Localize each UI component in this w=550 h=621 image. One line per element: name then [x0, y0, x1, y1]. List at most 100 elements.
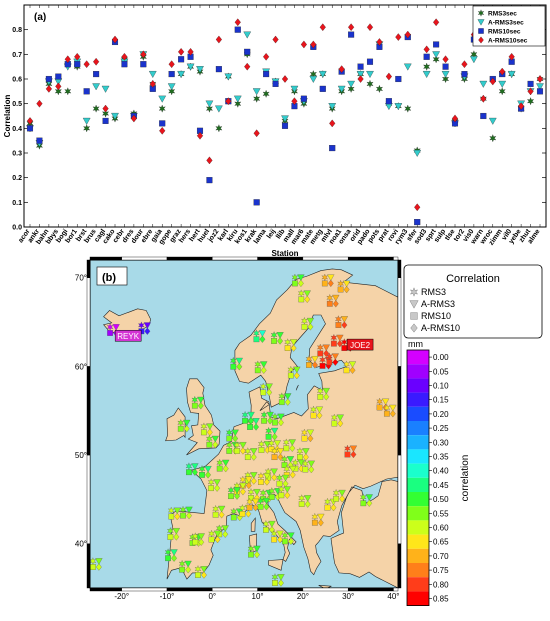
colorbar-tick-label: 0.65: [433, 538, 449, 547]
station-marker-square: [246, 504, 253, 511]
station-marker-square: [177, 425, 184, 432]
land-mass: [259, 401, 270, 411]
station-marker-square: [284, 345, 291, 351]
station-marker-square: [376, 404, 383, 411]
marker-square: [206, 177, 213, 184]
marker-diamond: [149, 80, 156, 88]
station-marker-triangle: [183, 419, 191, 427]
station-marker-diamond: [185, 566, 192, 574]
station-marker-diamond: [337, 419, 344, 428]
colorbar-cell: [407, 577, 429, 592]
station-marker-square: [341, 345, 348, 351]
marker-diamond: [291, 97, 298, 106]
station-marker-square: [278, 399, 285, 406]
station-marker-triangle: [389, 404, 397, 412]
colorbar-tick-label: 0.40: [433, 467, 449, 476]
border-segment: [397, 259, 402, 278]
marker-star: [527, 97, 535, 106]
lon-tick-label: -20°: [114, 592, 129, 601]
station-marker-triangle: [266, 411, 274, 419]
marker-square: [272, 80, 279, 87]
marker-star: [234, 99, 242, 108]
station-marker-triangle: [262, 497, 271, 505]
station-marker-square: [260, 389, 267, 396]
marker-triangle: [233, 95, 242, 103]
station-marker-triangle: [268, 520, 276, 528]
marker-diamond: [168, 60, 175, 69]
station-marker-diamond: [332, 358, 339, 366]
marker-star: [54, 87, 62, 96]
legend-b-label: RMS3: [421, 287, 446, 297]
station-marker-square: [179, 566, 185, 573]
station-marker-square: [272, 580, 278, 586]
marker-square: [300, 95, 307, 102]
marker-diamond: [36, 99, 43, 108]
station-marker-triangle: [283, 486, 291, 493]
station-marker-triangle: [112, 324, 120, 331]
station-marker-square: [258, 479, 264, 485]
station-marker-square: [263, 526, 269, 533]
marker-square: [281, 122, 289, 129]
station-marker-diamond: [214, 535, 221, 544]
station-marker-triangle: [184, 560, 192, 568]
marker-star: [205, 104, 213, 113]
station-marker-triangle: [172, 528, 180, 535]
marker-triangle: [243, 31, 252, 39]
station-marker-triangle: [217, 505, 226, 513]
marker-diamond: [187, 48, 194, 56]
station-marker-diamond: [248, 417, 254, 425]
colorbar-tick-label: 0.10: [433, 382, 449, 391]
station-marker-square: [331, 420, 338, 427]
y-axis-a: 0.0 0.1 0.2 0.3 0.4 0.5 0.6 0.7 0.8: [12, 27, 546, 232]
station-marker-diamond: [263, 503, 270, 511]
station-marker-diamond: [271, 473, 278, 482]
station-marker-diamond: [304, 500, 311, 508]
marker-star: [102, 109, 110, 118]
marker-star: [92, 104, 100, 113]
land-mass: [166, 268, 398, 588]
station-marker-triangle: [221, 525, 229, 532]
station-marker-diamond: [252, 504, 259, 512]
station-marker-diamond: [339, 495, 346, 503]
station-marker-triangle: [288, 439, 296, 446]
station-marker-triangle: [307, 460, 315, 468]
station-marker-diamond: [307, 434, 314, 443]
station-marker-triangle: [250, 448, 258, 455]
station-marker-triangle: [260, 361, 268, 368]
station-marker-square: [326, 359, 333, 366]
station-marker-diamond: [290, 344, 297, 352]
marker-diamond: [489, 77, 496, 86]
marker-triangle: [290, 85, 299, 93]
colorbar-tick-label: 0.70: [433, 552, 449, 561]
station-marker-diamond: [317, 519, 324, 527]
station-marker-triangle: [252, 418, 260, 425]
station-marker-diamond: [183, 425, 190, 433]
marker-square: [433, 41, 440, 48]
station-marker-triangle: [277, 413, 285, 421]
station-marker-triangle: [289, 339, 298, 346]
station-marker-triangle: [336, 334, 344, 342]
colorbar-label: correlation: [460, 455, 471, 502]
border-segment: [347, 256, 394, 261]
station-marker-diamond: [240, 488, 246, 496]
map-station-labels: REYK JOE2: [114, 329, 374, 351]
marker-diamond: [45, 85, 52, 93]
station-marker-triangle: [204, 466, 212, 473]
legend-a-marker-triangle: [477, 19, 485, 26]
station-marker-square: [208, 485, 214, 492]
station-marker-square: [248, 551, 254, 558]
station-marker-diamond: [260, 366, 267, 374]
marker-diamond: [357, 75, 364, 83]
marker-triangle: [148, 71, 157, 78]
marker-diamond: [215, 35, 222, 44]
border-segment: [397, 543, 402, 589]
station-marker-triangle: [315, 406, 324, 414]
marker-square: [26, 125, 34, 132]
marker-diamond: [480, 94, 487, 103]
legend-b-marker-star: [410, 287, 418, 297]
station-marker-triangle: [231, 429, 239, 437]
station-marker-square: [268, 494, 275, 500]
legend-a-marker-square: [478, 28, 484, 34]
x-tick-label: leij: [266, 228, 277, 240]
station-marker-square: [333, 495, 339, 502]
